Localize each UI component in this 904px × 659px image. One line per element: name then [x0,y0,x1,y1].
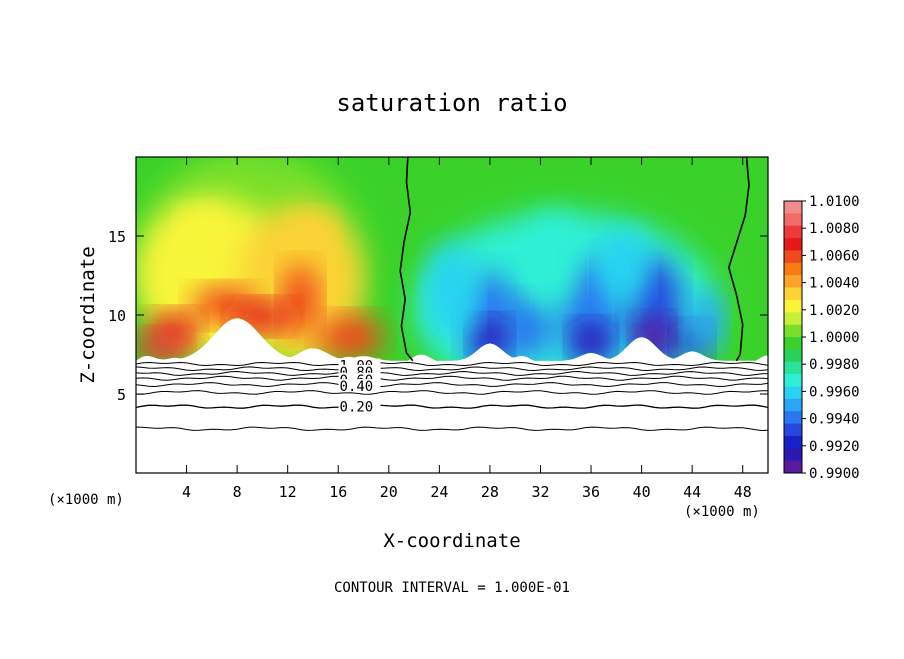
field-blob-4 [291,212,335,260]
saturation-field [136,157,768,361]
field-blob-10 [136,330,187,361]
colorbar-swatch-16 [784,398,802,412]
colorbar-label-0: 1.0100 [809,194,860,210]
x-tick-label-10: 44 [683,483,701,501]
contour-labels: 1.000.800.600.400.20 [338,358,381,416]
x-tick-label-8: 36 [582,483,600,501]
colorbar-swatch-20 [784,448,802,461]
colorbar: 1.0100 1.0080 1.0060 1.0040 1.0020 1.0000 0.99… [783,194,860,482]
contour-interval-footer: CONTOUR INTERVAL = 1.000E-01 [334,580,570,596]
colorbar-swatch-15 [784,386,802,400]
colorbar-swatch-6 [784,275,802,288]
colorbar-label-2: 1.0060 [809,248,860,264]
field-blob-23 [527,212,579,308]
x-tick-label-6: 28 [481,483,499,501]
colorbar-label-6: 0.9980 [809,357,860,373]
x-tick-label-9: 40 [633,483,651,501]
x-tick-label-3: 16 [329,483,347,501]
x-axis-label: X-coordinate [383,530,520,552]
field-blob-9 [318,315,384,360]
field-blob-3 [179,207,220,259]
colorbar-swatch-11 [784,337,802,350]
contour-label-3: 0.40 [340,379,374,395]
colorbar-swatch-13 [784,361,802,375]
contour-label-bg-4 [338,399,381,413]
x-tick-label-0: 4 [182,483,191,501]
x-tick-label-4: 20 [380,483,398,501]
contour-line-5 [136,390,768,395]
colorbar-swatch-4 [784,250,802,264]
colorbar-swatch-17 [784,411,802,424]
contour-lines [136,361,768,432]
plot-area: 1.000.800.600.400.20 4812162024283236404… [108,156,769,501]
y-tick-label-0: 5 [117,386,126,404]
y-axis-ticks: 5 10 15 [108,228,768,404]
colorbar-label-9: 0.9920 [809,439,860,455]
y-axis-label: Z-coordinate [77,246,99,383]
x-tick-label-7: 32 [531,483,549,501]
x-tick-label-2: 12 [279,483,297,501]
colorbar-label-1: 1.0080 [809,221,860,237]
field-blob-21 [685,291,724,355]
colorbar-label-4: 1.0020 [809,303,860,319]
colorbar-swatch-5 [784,262,802,276]
colorbar-swatch-18 [784,423,802,437]
colorbar-swatch-19 [784,435,802,449]
chart-title: saturation ratio [336,89,567,117]
x-tick-label-5: 24 [430,483,448,501]
colorbar-swatch-2 [784,225,802,239]
ratio-one-line-1 [727,157,750,362]
x-unit-left: (×1000 m) [48,492,124,508]
colorbar-swatch-7 [784,287,802,301]
contour-line-3 [136,375,768,381]
colorbar-label-10: 0.9900 [809,466,860,482]
colorbar-swatch-3 [784,238,802,251]
colorbar-label-5: 1.0000 [809,330,860,346]
colorbar-swatch-1 [784,213,802,227]
contour-line-7 [136,426,768,432]
contour-line-4 [136,382,768,388]
field-blob-17 [570,321,612,360]
colorbar-swatch-12 [784,349,802,363]
field-blob-16 [470,318,509,357]
colorbar-label-3: 1.0040 [809,276,860,292]
x-tick-label-11: 48 [734,483,752,501]
colorbar-label-7: 0.9960 [809,384,860,400]
x-unit-right: (×1000 m) [684,504,760,520]
contour-line-6 [136,404,768,409]
colorbar-swatch-14 [784,374,802,387]
contour-label-bg-3 [338,379,381,393]
field-blob-22 [597,228,648,308]
x-tick-label-1: 8 [233,483,242,501]
y-tick-label-2: 15 [108,228,126,246]
contour-line-2 [136,370,768,376]
contour-line-0 [136,361,768,367]
colorbar-swatch-10 [784,324,802,338]
y-tick-label-1: 10 [108,307,126,325]
contour-line-1 [136,366,768,372]
field-blob-15 [502,296,554,360]
colorbar-swatch-8 [784,299,802,313]
colorbar-swatch-0 [784,201,802,214]
x-axis-ticks: 4 8 12 16 20 24 28 32 36 40 44 48 [182,157,752,501]
colorbar-label-8: 0.9940 [809,412,860,428]
ratio-one-line-0 [399,157,414,362]
contour-label-4: 0.20 [340,400,374,416]
colorbar-swatch-9 [784,312,802,325]
ratio-one-lines [399,157,750,362]
field-blob-20 [426,243,478,339]
colorbar-swatch-21 [784,460,802,474]
